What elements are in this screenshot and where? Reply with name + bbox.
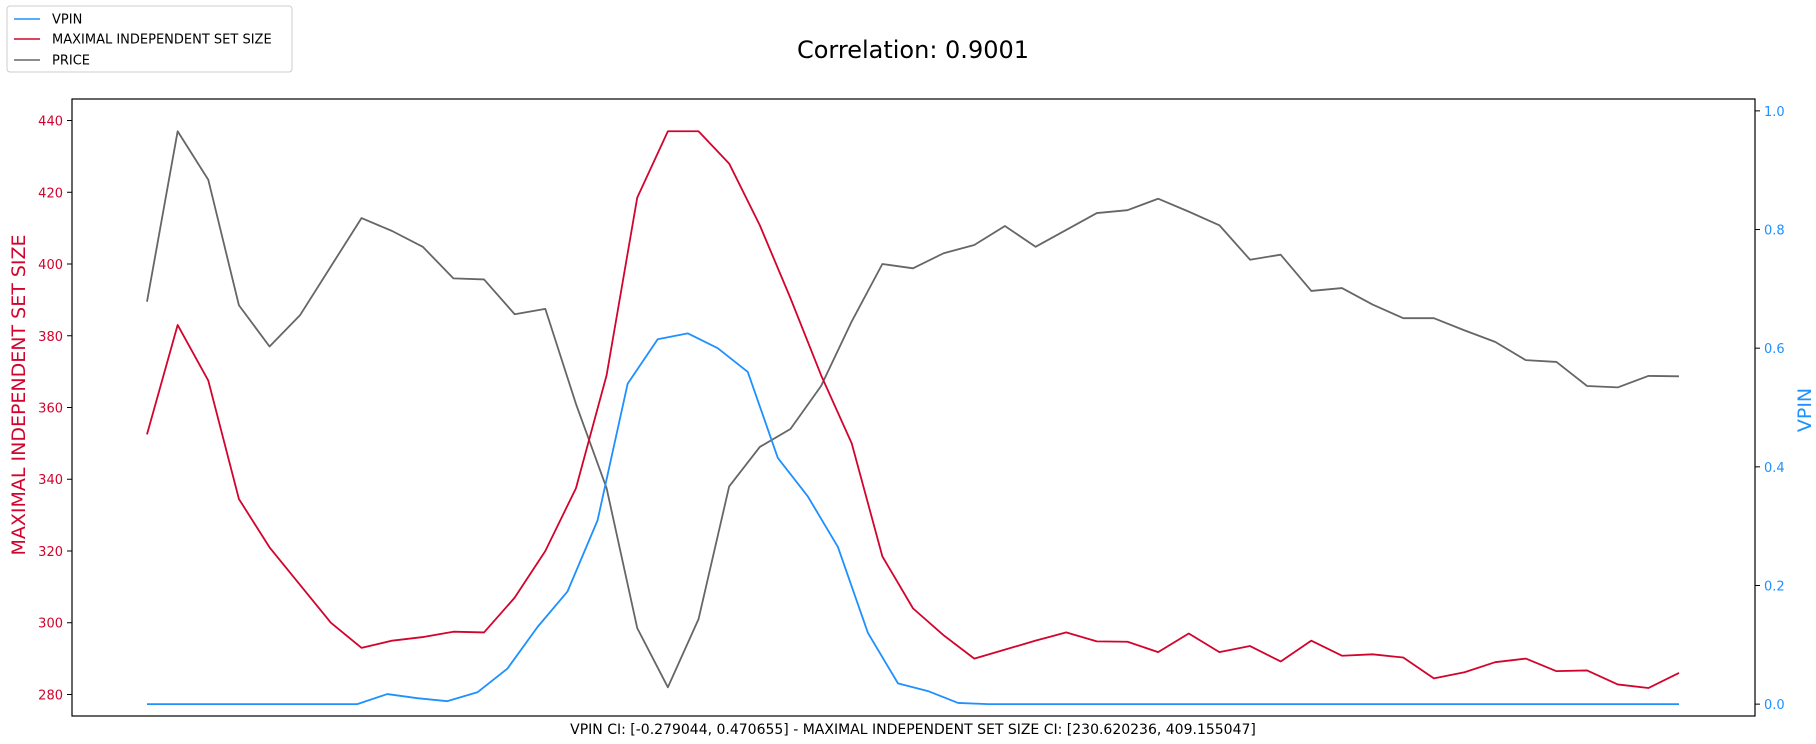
x-axis-label: VPIN CI: [-0.279044, 0.470655] - MAXIMAL… [570, 722, 1256, 738]
y-axis-left-label: MAXIMAL INDEPENDENT SET SIZE [8, 234, 30, 555]
y-right-tick-label: 0.0 [1764, 698, 1785, 713]
y-axis-left-ticks: 280 300 320 340 360 380 400 420 440 [38, 115, 72, 703]
chart-title: Correlation: 0.9001 [797, 36, 1029, 64]
y-right-tick-label: 0.6 [1764, 342, 1785, 357]
series-line-price [146, 130, 1680, 689]
plot-area [71, 98, 1756, 717]
y-right-tick-label: 0.4 [1764, 461, 1785, 476]
series-line-vpin [147, 332, 1679, 706]
y-left-tick-label: 400 [38, 258, 63, 273]
y-left-tick-label: 420 [38, 186, 63, 201]
y-left-tick-label: 380 [38, 330, 63, 345]
y-axis-right-ticks: 0.0 0.2 0.4 0.6 0.8 1.0 [1755, 105, 1785, 713]
series-layer [146, 130, 1680, 706]
y-left-tick-label: 440 [38, 115, 63, 130]
legend-label-price: PRICE [52, 54, 90, 69]
y-right-tick-label: 1.0 [1764, 105, 1785, 120]
y-left-tick-label: 320 [38, 545, 63, 560]
y-left-tick-label: 340 [38, 473, 63, 488]
y-right-tick-label: 0.2 [1764, 579, 1785, 594]
legend-frame [6, 5, 293, 73]
y-left-tick-label: 280 [38, 688, 63, 703]
y-left-tick-label: 300 [38, 617, 63, 632]
y-left-tick-label: 360 [38, 402, 63, 417]
legend-label-mis: MAXIMAL INDEPENDENT SET SIZE [52, 33, 272, 48]
y-right-tick-label: 0.8 [1764, 224, 1785, 239]
legend: VPIN MAXIMAL INDEPENDENT SET SIZE PRICE [6, 5, 293, 73]
y-axis-right-label: VPIN [1794, 388, 1816, 432]
series-line-maximal-independent-set-size [146, 130, 1680, 689]
legend-label-vpin: VPIN [52, 13, 82, 28]
